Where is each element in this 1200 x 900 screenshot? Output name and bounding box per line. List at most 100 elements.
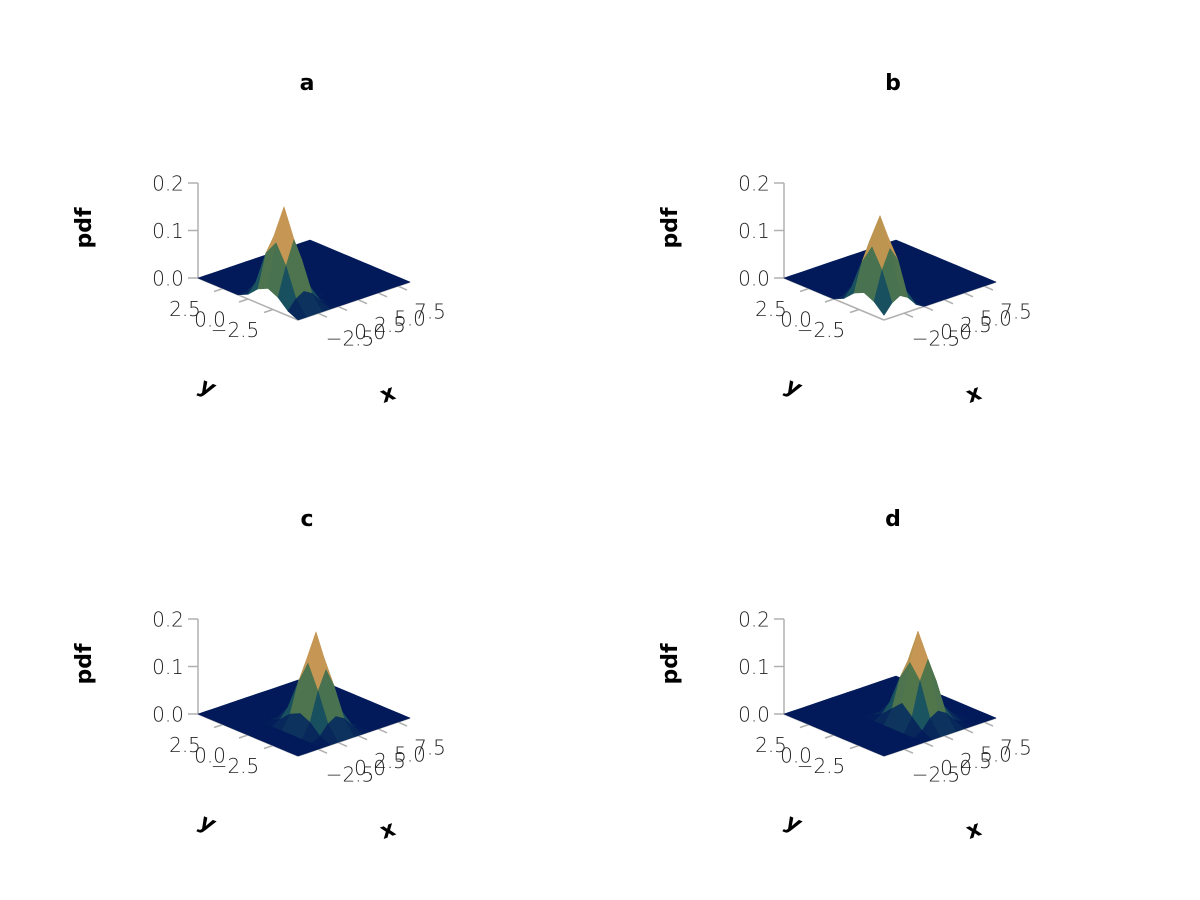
y-tick (263, 308, 274, 314)
z-axis-label: pdf (72, 207, 97, 248)
x-tick-label: 7.5 (414, 300, 446, 324)
surface-patch (873, 748, 893, 757)
x-tick-label: 0.0 (940, 756, 972, 780)
z-tick-label: 0.0 (152, 267, 184, 291)
x-tick (377, 292, 388, 298)
panel: d0.00.10.2−2.50.02.5−2.50.02.55.07.5xypd… (658, 507, 1032, 845)
x-tick (397, 721, 408, 727)
x-tick (357, 734, 368, 741)
y-tick-label: −2.5 (211, 754, 260, 778)
x-tick (983, 721, 994, 727)
panel-title: a (300, 71, 315, 96)
x-tick (317, 312, 328, 318)
x-tick-label: 2.5 (960, 313, 992, 337)
x-axis-label: x (963, 380, 985, 408)
z-tick-label: 0.1 (738, 655, 770, 679)
surface-patch (287, 748, 307, 757)
y-tick (213, 723, 224, 729)
panel: a0.00.10.2−2.50.02.5−2.50.02.55.07.5xypd… (72, 71, 446, 409)
y-tick-label: 2.5 (755, 733, 787, 757)
x-tick-label: 5.0 (394, 742, 426, 766)
x-tick (903, 312, 914, 318)
x-tick-label: 5.0 (980, 742, 1012, 766)
z-tick-label: 0.0 (738, 703, 770, 727)
z-tick-label: 0.1 (152, 655, 184, 679)
x-tick (963, 292, 974, 298)
x-tick-label: −2.5 (912, 327, 961, 351)
x-tick (943, 734, 954, 741)
y-tick-label: 2.5 (755, 297, 787, 321)
x-tick (943, 298, 954, 305)
x-tick (337, 741, 348, 748)
panel: b0.00.10.2−2.50.02.5−2.50.02.55.07.5xypd… (658, 71, 1032, 409)
y-tick-label: 2.5 (169, 297, 201, 321)
x-tick-label: −2.5 (326, 327, 375, 351)
y-tick (824, 298, 835, 303)
x-tick (903, 748, 914, 754)
y-tick (213, 287, 224, 293)
z-tick-label: 0.2 (152, 608, 184, 632)
x-tick (357, 298, 368, 305)
x-tick-label: 7.5 (1000, 736, 1032, 760)
x-tick-label: 2.5 (374, 313, 406, 337)
z-tick-label: 0.1 (738, 219, 770, 243)
z-tick-label: 0.1 (152, 219, 184, 243)
panel-title: d (885, 507, 901, 532)
y-tick-label: 0.0 (780, 308, 812, 332)
x-axis-label: x (377, 380, 399, 408)
y-tick (263, 744, 274, 750)
y-tick-label: −2.5 (211, 318, 260, 342)
x-tick-label: 0.0 (354, 756, 386, 780)
x-tick (923, 741, 934, 748)
y-axis-label: y (782, 809, 806, 838)
x-tick (397, 285, 408, 291)
x-axis-label: x (963, 816, 985, 844)
x-tick (923, 305, 934, 312)
y-tick-label: 0.0 (194, 308, 226, 332)
x-tick (963, 728, 974, 734)
x-tick-label: 7.5 (1000, 300, 1032, 324)
y-tick-label: −2.5 (797, 318, 846, 342)
z-tick-label: 0.2 (152, 172, 184, 196)
y-axis-label: y (196, 373, 220, 402)
z-tick-label: 0.2 (738, 172, 770, 196)
z-axis-label: pdf (72, 643, 97, 684)
x-tick-label: 2.5 (960, 749, 992, 773)
x-tick (317, 748, 328, 754)
z-tick-label: 0.0 (738, 267, 770, 291)
y-tick (799, 723, 810, 729)
y-axis-label: y (196, 809, 220, 838)
y-tick-label: 2.5 (169, 733, 201, 757)
x-tick-label: 0.0 (354, 320, 386, 344)
x-tick-label: 2.5 (374, 749, 406, 773)
panel: c0.00.10.2−2.50.02.5−2.50.02.55.07.5xypd… (72, 507, 446, 845)
z-axis-label: pdf (658, 643, 683, 684)
y-axis-label: y (782, 373, 806, 402)
x-tick-label: 5.0 (980, 306, 1012, 330)
x-tick-label: 0.0 (940, 320, 972, 344)
surface-patch (873, 269, 893, 316)
y-tick-label: −2.5 (797, 754, 846, 778)
x-axis-label: x (377, 816, 399, 844)
y-tick (799, 287, 810, 293)
y-tick-label: 0.0 (194, 744, 226, 768)
x-tick-label: −2.5 (912, 763, 961, 787)
panel-title: b (885, 71, 901, 96)
x-tick-label: −2.5 (326, 763, 375, 787)
y-tick (849, 308, 860, 314)
x-tick (337, 305, 348, 312)
panel-title: c (300, 507, 313, 532)
y-tick (238, 734, 249, 739)
z-tick-label: 0.2 (738, 608, 770, 632)
y-tick-label: 0.0 (780, 744, 812, 768)
z-axis-label: pdf (658, 207, 683, 248)
y-tick (849, 744, 860, 750)
x-tick-label: 7.5 (414, 736, 446, 760)
z-tick-label: 0.0 (152, 703, 184, 727)
x-tick (983, 285, 994, 291)
y-tick (238, 298, 249, 303)
surface-patch (287, 298, 307, 321)
x-tick (377, 728, 388, 734)
y-tick (824, 734, 835, 739)
